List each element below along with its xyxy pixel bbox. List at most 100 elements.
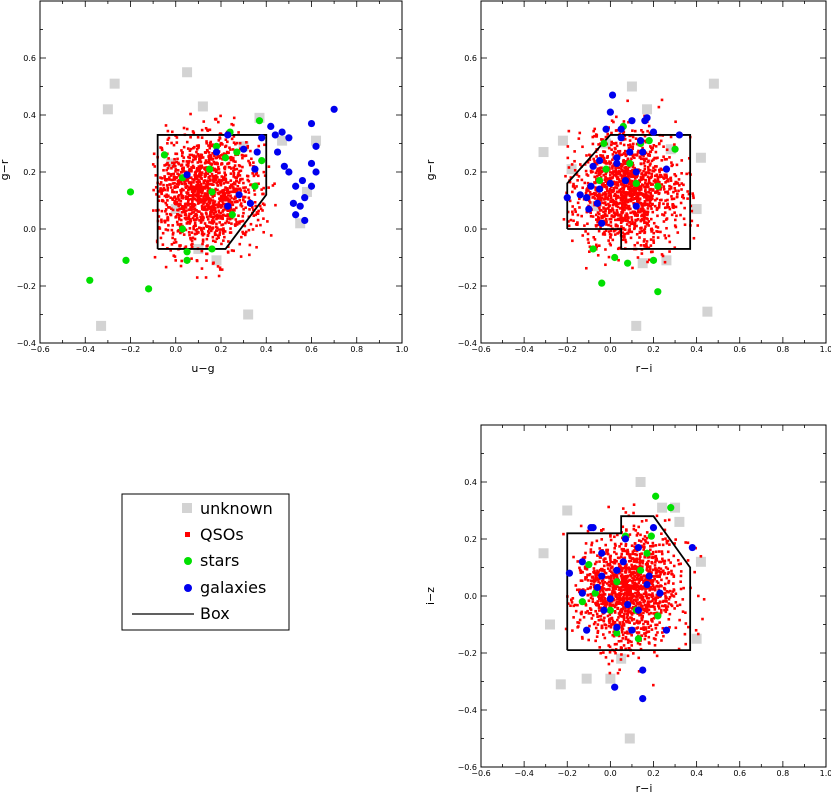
qso-point xyxy=(662,185,666,189)
qso-point xyxy=(588,199,591,203)
qso-point xyxy=(230,249,234,252)
qso-point xyxy=(207,144,210,147)
qso-point xyxy=(229,231,233,234)
qso-point xyxy=(664,190,667,194)
qso-point xyxy=(622,143,626,147)
qso-point xyxy=(208,174,212,178)
qso-point xyxy=(194,193,198,197)
qso-point xyxy=(633,549,636,552)
qso-point xyxy=(663,559,667,563)
qso-point xyxy=(622,234,626,237)
x-tick-label: −0.2 xyxy=(558,345,577,354)
qso-point xyxy=(236,184,240,188)
qso-point xyxy=(182,205,186,209)
qso-point xyxy=(609,558,612,562)
qso-point xyxy=(654,145,658,148)
qso-point xyxy=(200,232,204,236)
galaxy-point xyxy=(662,626,671,634)
qso-point xyxy=(628,139,632,142)
qso-point xyxy=(218,199,222,202)
galaxy-point xyxy=(271,131,279,139)
qso-point xyxy=(613,591,617,595)
qso-point xyxy=(217,168,221,171)
qso-point xyxy=(633,575,637,578)
qso-point xyxy=(625,194,628,198)
qso-point xyxy=(598,556,602,559)
qso-point xyxy=(611,238,615,242)
qso-point xyxy=(252,208,255,212)
qso-point xyxy=(647,603,651,606)
qso-point xyxy=(649,193,653,196)
qso-point xyxy=(262,217,265,220)
qso-point xyxy=(628,174,631,178)
legend-qso-marker xyxy=(185,532,190,537)
qso-point xyxy=(621,507,625,510)
qso-point xyxy=(257,209,260,213)
qso-point xyxy=(609,576,613,580)
qso-point xyxy=(603,150,607,154)
qso-point xyxy=(668,626,671,629)
qso-point xyxy=(678,618,681,622)
qso-point xyxy=(241,230,244,234)
qso-point xyxy=(614,651,617,655)
qso-point xyxy=(631,145,635,148)
qso-point xyxy=(669,135,673,139)
qso-point xyxy=(626,591,630,594)
qso-point xyxy=(602,564,606,568)
qso-point xyxy=(673,224,677,227)
qso-point xyxy=(604,263,607,267)
qso-point xyxy=(613,214,616,218)
qso-point xyxy=(631,576,634,580)
qso-point xyxy=(257,182,260,186)
star-point xyxy=(578,598,586,606)
qso-point xyxy=(211,143,214,146)
qso-point xyxy=(656,178,660,182)
qso-point xyxy=(622,171,626,175)
qso-point xyxy=(653,165,657,168)
qso-point xyxy=(199,185,203,188)
qso-point xyxy=(603,571,607,574)
qso-point xyxy=(619,587,622,590)
qso-point xyxy=(186,191,190,195)
qso-point xyxy=(616,217,620,221)
qso-point xyxy=(621,231,625,234)
qso-point xyxy=(620,225,623,228)
qso-point xyxy=(635,560,639,564)
qso-point xyxy=(167,194,170,198)
galaxy-point xyxy=(613,566,621,574)
qso-point xyxy=(205,204,209,207)
qso-point xyxy=(629,589,632,593)
qso-point xyxy=(648,642,651,645)
qso-point xyxy=(166,188,169,192)
qso-point xyxy=(601,528,605,531)
qso-point xyxy=(581,570,584,574)
qso-point xyxy=(225,197,229,201)
qso-point xyxy=(200,198,203,201)
unknown-point xyxy=(197,101,208,112)
qso-point xyxy=(628,592,631,595)
qso-point xyxy=(644,181,647,185)
qso-point xyxy=(623,149,627,153)
x-tick-label: 1.0 xyxy=(820,769,831,778)
qso-point xyxy=(623,201,627,205)
qso-point xyxy=(215,237,219,241)
qso-point xyxy=(178,180,182,184)
qso-point xyxy=(166,142,169,145)
qso-point xyxy=(234,160,237,163)
qso-point xyxy=(618,180,621,184)
qso-point xyxy=(681,193,685,197)
qso-point xyxy=(604,135,608,139)
qso-point xyxy=(585,154,588,157)
qso-point xyxy=(223,235,226,239)
qso-point xyxy=(627,597,631,601)
qso-point xyxy=(623,200,627,203)
qso-point xyxy=(232,158,235,162)
qso-point xyxy=(655,584,659,588)
qso-point xyxy=(594,133,598,136)
qso-point xyxy=(613,233,617,236)
qso-point xyxy=(235,189,239,193)
qso-point xyxy=(653,178,657,182)
galaxy-point xyxy=(632,202,640,210)
qso-point xyxy=(640,618,644,622)
qso-point xyxy=(656,236,660,239)
